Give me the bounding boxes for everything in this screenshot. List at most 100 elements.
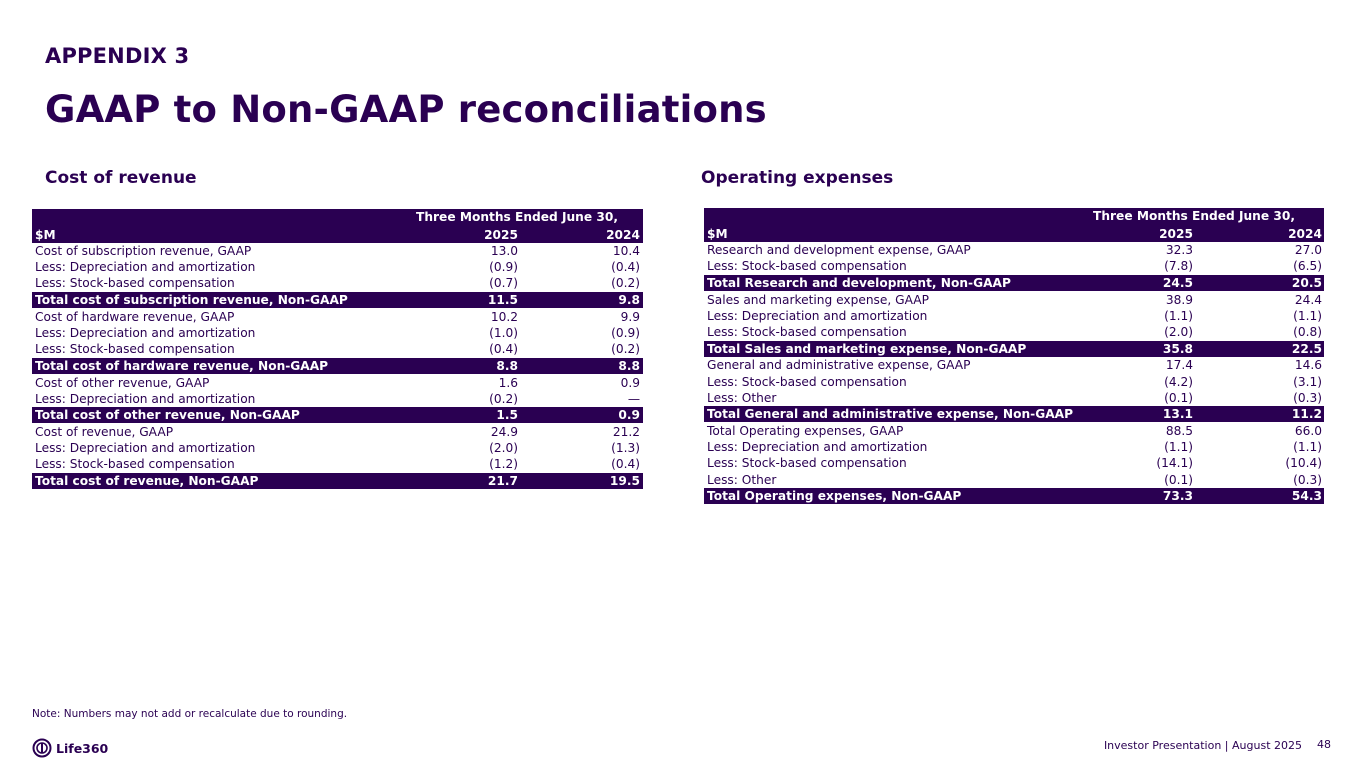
value-2025: (7.8): [1164, 259, 1193, 274]
table-row: Less: Depreciation and amortization (1.1)…: [704, 439, 1324, 455]
value-2025: (1.1): [1164, 440, 1193, 455]
row-label: Total Operating expenses, Non-GAAP: [707, 489, 962, 504]
table-row: Less: Stock-based compensation (1.2) (0.4): [32, 456, 643, 472]
value-2024: (0.3): [1293, 472, 1322, 487]
value-2024: 14.6: [1294, 358, 1322, 373]
value-2024: (0.8): [1293, 324, 1322, 339]
row-label: General and administrative expense, GAAP: [707, 358, 971, 373]
life360-logo: Life360: [32, 738, 108, 758]
table-row: Cost of revenue, GAAP 24.9 21.2: [32, 424, 643, 440]
year-2024-header: 2024: [606, 228, 640, 242]
year-2024-header: 2024: [1288, 227, 1322, 241]
value-2024: (10.4): [1285, 456, 1322, 471]
row-label: Total cost of revenue, Non-GAAP: [35, 474, 259, 489]
table-total-row: Total cost of other revenue, Non-GAAP 1.5…: [32, 407, 643, 424]
row-label: Cost of hardware revenue, GAAP: [35, 309, 235, 324]
value-2025: 10.2: [490, 309, 518, 324]
table-total-row: Total Research and development, Non-GAAP…: [704, 274, 1324, 291]
value-2024: (1.1): [1293, 440, 1322, 455]
unit-label: $M: [35, 228, 56, 242]
table-row: Cost of hardware revenue, GAAP 10.2 9.9: [32, 309, 643, 325]
table-total-row: Total cost of hardware revenue, Non-GAAP…: [32, 357, 643, 374]
value-2025: (0.1): [1164, 472, 1193, 487]
row-label: Less: Stock-based compensation: [35, 457, 235, 472]
row-label: Cost of other revenue, GAAP: [35, 375, 210, 390]
row-label: Total General and administrative expense…: [707, 407, 1074, 422]
value-2024: (0.4): [611, 260, 640, 275]
row-label: Research and development expense, GAAP: [707, 243, 971, 257]
value-2025: 24.9: [490, 425, 518, 440]
rounding-note: Note: Numbers may not add or recalculate…: [32, 708, 348, 720]
value-2025: (1.0): [489, 325, 518, 340]
table-row: Less: Depreciation and amortization (0.9)…: [32, 259, 643, 275]
value-2024: 24.4: [1294, 292, 1322, 307]
value-2025: (2.0): [489, 441, 518, 456]
life360-logo-icon: [32, 738, 52, 758]
row-label: Less: Stock-based compensation: [707, 324, 907, 339]
row-label: Less: Stock-based compensation: [35, 342, 235, 357]
value-2024: (6.5): [1293, 259, 1322, 274]
value-2025: 17.4: [1165, 358, 1193, 373]
table-row: Less: Stock-based compensation (2.0) (0.8): [704, 324, 1324, 340]
value-2024: (3.1): [1293, 374, 1322, 389]
value-2024: (0.9): [611, 325, 640, 340]
value-2025: (0.2): [489, 391, 518, 406]
table-row: Total Operating expenses, GAAP 88.5 66.0: [704, 423, 1324, 439]
value-2024: 9.8: [618, 293, 640, 308]
value-2024: 54.3: [1291, 489, 1322, 504]
row-label: Cost of revenue, GAAP: [35, 425, 174, 440]
value-2025: 24.5: [1162, 275, 1193, 290]
value-2024: 22.5: [1291, 341, 1322, 356]
operating-expenses-table: Three Months Ended June 30, $M 2025 2024…: [704, 208, 1324, 505]
value-2024: (0.2): [611, 342, 640, 357]
value-2025: 8.8: [496, 358, 518, 373]
value-2025: (1.1): [1164, 308, 1193, 323]
row-label: Less: Stock-based compensation: [707, 374, 907, 389]
cost-of-revenue-table: Three Months Ended June 30, $M 2025 2024…: [32, 209, 643, 490]
value-2024: 0.9: [620, 375, 640, 390]
row-label: Less: Stock-based compensation: [707, 259, 907, 274]
value-2025: (0.9): [489, 260, 518, 275]
row-label: Total cost of other revenue, Non-GAAP: [35, 408, 300, 423]
value-2024: 10.4: [612, 244, 640, 258]
row-label: Less: Depreciation and amortization: [35, 260, 256, 275]
row-label: Less: Depreciation and amortization: [707, 308, 928, 323]
table-row: General and administrative expense, GAAP…: [704, 357, 1324, 373]
row-label: Less: Other: [707, 472, 777, 487]
operating-expenses-title: Operating expenses: [701, 168, 894, 188]
table-row: Less: Stock-based compensation (4.2) (3.1): [704, 374, 1324, 390]
row-label: Less: Depreciation and amortization: [707, 440, 928, 455]
row-label: Total Operating expenses, GAAP: [707, 424, 904, 439]
row-label: Less: Depreciation and amortization: [35, 391, 256, 406]
table-row: Sales and marketing expense, GAAP 38.9 24.…: [704, 292, 1324, 308]
table-header: Three Months Ended June 30, $M 2025 2024: [32, 209, 643, 243]
value-2025: 11.5: [487, 293, 518, 308]
logo-text: Life360: [56, 740, 109, 756]
value-2025: (1.2): [489, 457, 518, 472]
cost-of-revenue-title: Cost of revenue: [45, 168, 197, 188]
table-row: Less: Stock-based compensation (0.7) (0.2): [32, 275, 643, 291]
table-row: Research and development expense, GAAP 32…: [704, 242, 1324, 258]
value-2024: —: [627, 391, 640, 406]
value-2025: 88.5: [1165, 424, 1193, 439]
row-label: Sales and marketing expense, GAAP: [707, 292, 929, 307]
table-row: Less: Depreciation and amortization (2.0)…: [32, 440, 643, 456]
value-2025: 13.1: [1162, 407, 1193, 422]
table-row: Cost of other revenue, GAAP 1.6 0.9: [32, 375, 643, 391]
table-row: Less: Depreciation and amortization (0.2)…: [32, 391, 643, 407]
row-label: Less: Stock-based compensation: [35, 276, 235, 291]
period-label: Three Months Ended June 30,: [1093, 209, 1295, 223]
value-2024: 11.2: [1291, 407, 1322, 422]
table-total-row: Total General and administrative expense…: [704, 406, 1324, 423]
presentation-footer: Investor Presentation | August 2025: [1103, 739, 1302, 752]
value-2025: (2.0): [1164, 324, 1193, 339]
value-2024: (0.3): [1293, 390, 1322, 405]
value-2024: (0.2): [611, 276, 640, 291]
value-2025: (0.7): [489, 276, 518, 291]
row-label: Total cost of hardware revenue, Non-GAAP: [35, 358, 329, 373]
table-row: Less: Depreciation and amortization (1.1)…: [704, 308, 1324, 324]
table-total-row: Total Operating expenses, Non-GAAP 73.3 54…: [704, 488, 1324, 505]
value-2025: 1.6: [498, 375, 518, 390]
value-2024: (1.3): [611, 441, 640, 456]
table-row: Less: Other (0.1) (0.3): [704, 390, 1324, 406]
